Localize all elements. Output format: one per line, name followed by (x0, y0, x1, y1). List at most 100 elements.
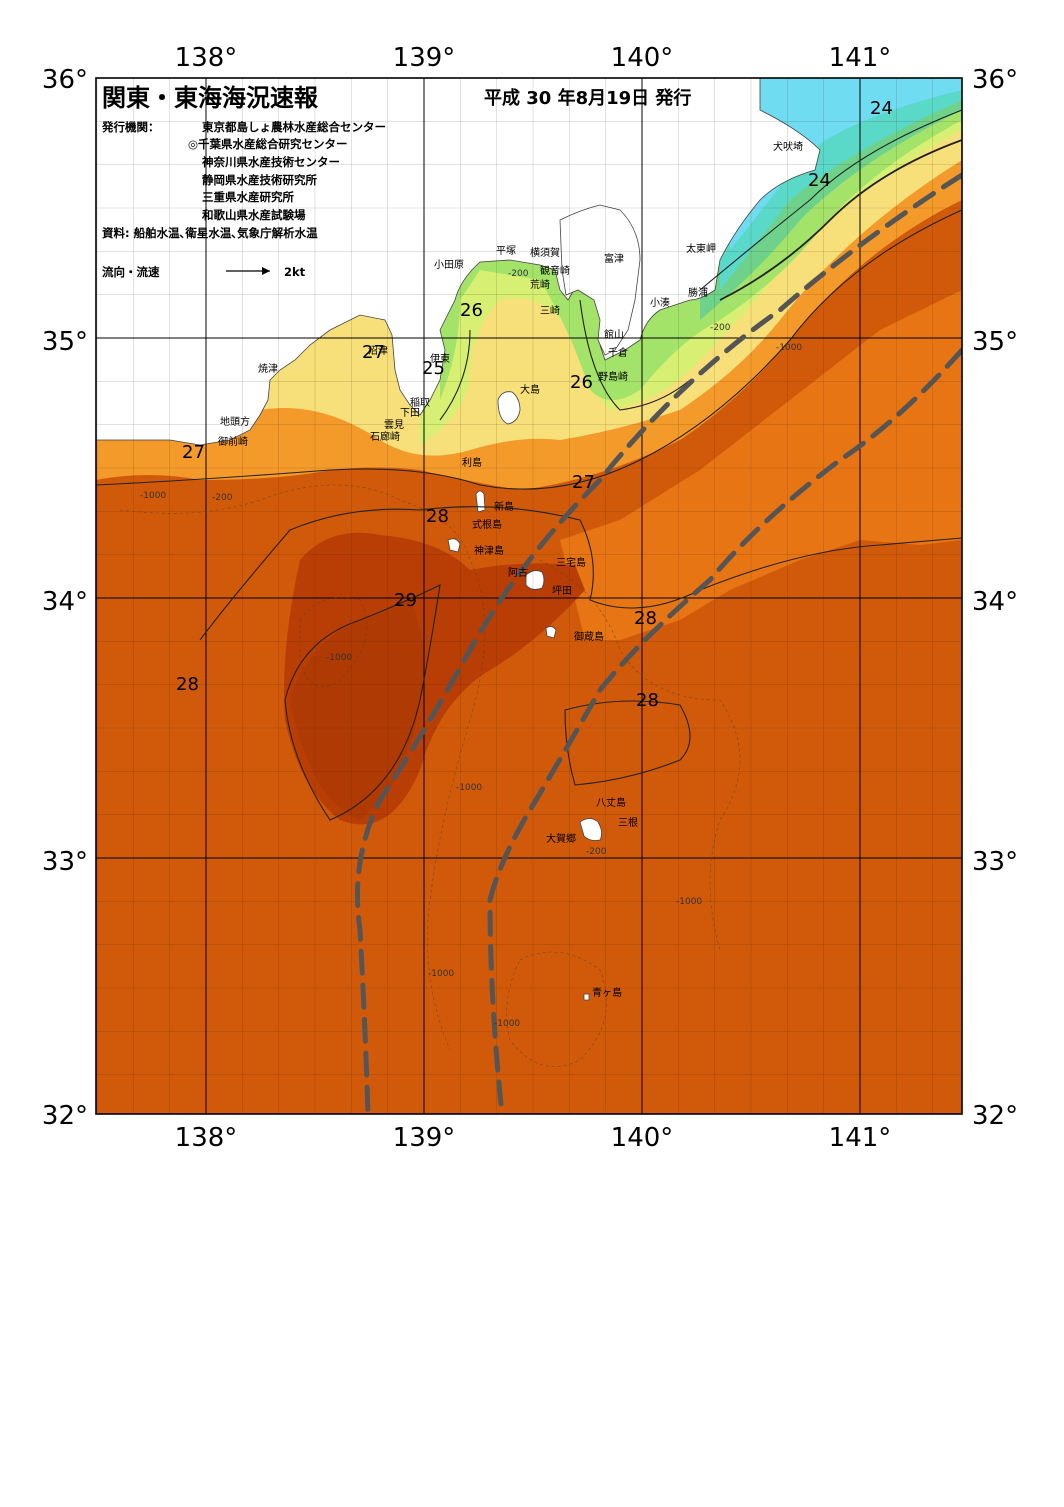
isotherm-label-26-b: 26 (570, 372, 593, 393)
place-oshima: 大島 (520, 383, 540, 396)
isotherm-label-24-b: 24 (808, 170, 831, 191)
place-chikura: 千倉 (608, 346, 628, 359)
lat-label-36-right: 36° (972, 65, 1018, 95)
zone-28c-south (96, 700, 350, 920)
place-numazu: 沼津 (368, 344, 388, 357)
lon-label-139-top: 139° (393, 43, 456, 73)
land-hachijojima (579, 818, 602, 841)
depth-label-1000-c: -1000 (776, 343, 802, 353)
depth-contours (119, 484, 741, 1067)
isotherm-label-28-b: 28 (634, 608, 657, 629)
place-ako: 阿古 (508, 566, 528, 579)
lat-label-34-left: 34° (42, 587, 88, 617)
place-yaizu: 焼津 (258, 363, 278, 375)
place-irozaki: 石廊崎 (370, 430, 400, 443)
lon-label-140-bottom: 140° (611, 1123, 674, 1153)
lat-label-33-left: 33° (42, 847, 88, 877)
issue-date: 平成 30 年8月19日 発行 (484, 87, 691, 109)
isotherm-label-28-d: 28 (636, 690, 659, 711)
land-oshima (497, 391, 521, 425)
depth-label-200-a: -200 (508, 269, 529, 279)
place-hiratsuka: 平塚 (496, 245, 516, 257)
lon-label-139-bottom: 139° (393, 1123, 456, 1153)
lon-labels-top: 138° 139° 140° 141° (175, 43, 892, 73)
isotherm-label-27-c: 27 (572, 472, 595, 493)
depth-label-1000-f: -1000 (428, 969, 454, 979)
lon-labels-bottom: 138° 139° 140° 141° (175, 1123, 892, 1153)
isotherm-label-29: 29 (394, 590, 417, 611)
depth-label-1000-d: -1000 (456, 783, 482, 793)
place-labels: 犬吠埼 太東岬 勝浦 小湊 富津 横須賀 観音崎 荒崎 三崎 館山 千倉 野島崎… (218, 140, 803, 999)
depth-label-1000-b: -1000 (326, 653, 352, 663)
isotherm-24b (719, 139, 962, 301)
sea-temperature-field (96, 78, 962, 1114)
place-shikinejima: 式根島 (472, 518, 502, 531)
place-misaki: 三崎 (540, 304, 560, 317)
map-title: 関東・東海海況速報 (102, 84, 319, 112)
place-futtsu: 富津 (604, 252, 624, 265)
place-kozushima: 神津島 (474, 544, 504, 557)
legend-label: 流向・流速 (102, 265, 160, 279)
place-yokosuka: 横須賀 (530, 246, 560, 259)
place-aogashima: 青ヶ島 (592, 986, 622, 999)
kuroshio-current-axis (355, 172, 962, 1114)
lat-label-35-left: 35° (42, 327, 88, 357)
legend-scale: 2kt (284, 265, 306, 279)
place-taitomisaki: 太東岬 (686, 242, 716, 255)
place-shimoda: 下田 (400, 408, 420, 419)
lat-labels-left: 36° 35° 34° 33° 32° (42, 65, 88, 1131)
place-miyakejima: 三宅島 (556, 556, 586, 569)
data-source: 資料: 船舶水温､衛星水温､気象庁解析水温 (102, 226, 318, 240)
place-omaezaki: 御前崎 (218, 435, 248, 448)
place-mitsune: 三根 (618, 816, 638, 829)
depth-labels: -200 -1000 -200 -1000 -200 -1000 -1000 -… (140, 269, 802, 1029)
zone-27c-east (560, 290, 962, 640)
isotherm-labels: 24 24 26 25 26 27 27 27 28 29 28 28 28 (176, 98, 893, 711)
isotherm-26 (439, 299, 691, 421)
place-niijima: 新島 (494, 500, 514, 513)
zone-28c-south3 (400, 896, 868, 1114)
isotherm-label-26-a: 26 (460, 300, 483, 321)
issuer-3: 静岡県水産技術研究所 (202, 173, 317, 187)
header-block: 関東・東海海況速報 平成 30 年8月19日 発行 発行機関： 東京都島しょ農林… (101, 84, 691, 279)
depth-label-1000-e: -1000 (676, 897, 702, 907)
lat-label-32-left: 32° (42, 1101, 88, 1131)
isotherm-lines (96, 109, 962, 821)
place-kumomi: 雲見 (384, 419, 404, 431)
place-hachijojima: 八丈島 (596, 796, 626, 809)
place-okago: 大賀郷 (546, 832, 576, 845)
lon-label-138-top: 138° (175, 43, 238, 73)
isotherm-label-27-b: 27 (182, 442, 205, 463)
isotherm-label-27-a: 27 (362, 342, 385, 363)
land-boso (559, 204, 641, 356)
depth-label-1000-a: -1000 (140, 491, 166, 501)
place-kominato: 小湊 (650, 296, 670, 309)
land-mikurajima (545, 626, 557, 639)
graticule-major (96, 78, 962, 1114)
place-kannonzaki: 観音崎 (540, 264, 570, 277)
land-niijima (475, 490, 486, 513)
land-miyakejima (525, 570, 545, 590)
lat-label-35-right: 35° (972, 327, 1018, 357)
place-odawara: 小田原 (434, 259, 464, 271)
issuer-5: 和歌山県水産試験場 (202, 208, 306, 222)
isotherm-label-28-c: 28 (176, 674, 199, 695)
issuer-2: 神奈川県水産技術センター (202, 155, 340, 169)
lat-label-32-right: 32° (972, 1101, 1018, 1131)
zone-29c-inner (290, 600, 424, 820)
place-ito: 伊東 (430, 352, 450, 365)
land-honshu (96, 78, 821, 446)
lon-label-140-top: 140° (611, 43, 674, 73)
issuer-label: 発行機関： (101, 120, 160, 134)
place-inatori: 稲取 (410, 397, 430, 409)
isotherm-label-28-a: 28 (426, 506, 449, 527)
place-arasaki: 荒崎 (530, 278, 550, 291)
zone-28c-south2 (96, 960, 220, 1114)
isotherm-28-eddy (564, 700, 691, 786)
isotherm-28 (199, 506, 962, 641)
lon-label-141-bottom: 141° (829, 1123, 892, 1153)
place-tsubota: 坪田 (552, 584, 572, 597)
land-aogashima (583, 993, 590, 1001)
lat-label-33-right: 33° (972, 847, 1018, 877)
